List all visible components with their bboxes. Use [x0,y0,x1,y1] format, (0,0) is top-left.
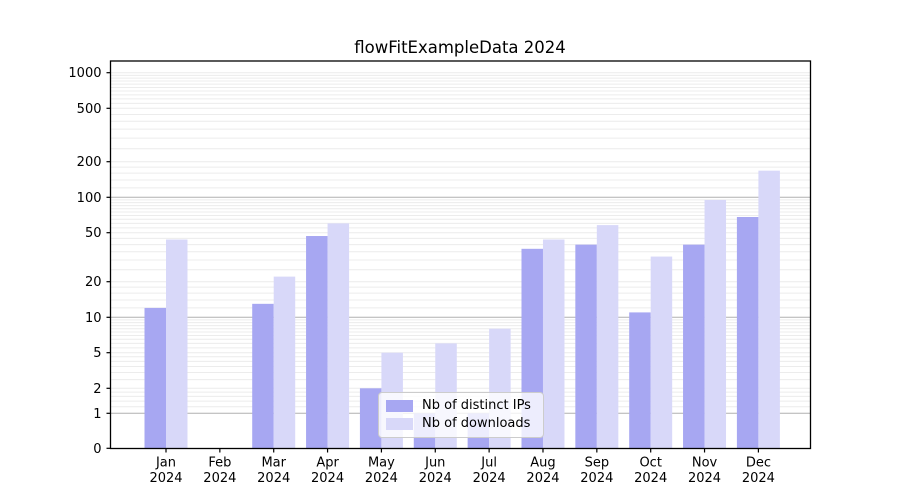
y-tick-labels: 0 1 2 5 10 20 50 100 200 500 1000 [68,66,101,457]
y-tick-label: 20 [85,275,102,290]
x-tick-label-jan: Jan 2024 [149,456,182,487]
x-tick-label-nov: Nov 2024 [688,456,721,487]
x-tick-label-dec: Dec 2024 [742,456,775,487]
bar-distinct-ips-may [359,388,382,449]
chart-title: flowFitExampleData 2024 [354,38,566,57]
x-tick-label-mar: Mar 2024 [257,456,290,487]
bar-downloads-apr [327,223,350,449]
x-tick-label-may: May 2024 [365,456,398,487]
legend-label-distinct-ips: Nb of distinct IPs [422,398,531,413]
tick-marks [106,72,760,453]
bar-distinct-ips-sep [575,244,597,449]
x-tick-label-sep: Sep 2024 [580,456,613,487]
x-tick-label-apr: Apr 2024 [311,456,344,487]
bar-distinct-ips-oct [629,312,651,449]
legend-swatch-distinct-ips [386,400,413,412]
axis-frame [109,60,812,450]
x-tick-label-jul: Jul 2024 [473,456,506,487]
bar-downloads-mar [273,276,296,449]
legend-item-distinct-ips: Nb of distinct IPs [386,397,535,415]
x-tick-label-feb: Feb 2024 [203,456,236,487]
bar-distinct-ips-dec [736,216,759,449]
y-tick-label: 1000 [68,66,101,81]
x-tick-label-oct: Oct 2024 [634,456,667,487]
y-tick-label: 500 [77,102,102,117]
y-tick-label: 10 [85,311,102,326]
x-tick-label-jun: Jun 2024 [419,456,452,487]
x-tick-labels: Jan 2024 Feb 2024 Mar 2024 Apr 2024 May 2024 Jun 20… [149,456,774,487]
legend: Nb of distinct IPs Nb of downloads [378,392,544,438]
y-tick-label: 0 [93,442,101,457]
bar-distinct-ips-nov [683,244,705,449]
bar-downloads-nov [704,199,727,449]
y-tick-label: 2 [93,382,101,397]
plot-frame [109,60,812,450]
y-tick-label: 1 [93,407,101,422]
bar-downloads-sep [596,225,619,449]
bar-downloads-aug [542,239,565,449]
bar-downloads-oct [650,256,673,449]
bar-downloads-dec [758,170,780,449]
y-tick-label: 50 [85,226,102,241]
y-tick-label: 100 [77,191,102,206]
bar-downloads-jan [166,239,188,449]
y-tick-label: 200 [77,155,102,170]
bar-distinct-ips-mar [252,303,274,449]
legend-label-downloads: Nb of downloads [422,416,531,431]
bar-distinct-ips-apr [306,236,328,449]
x-tick-label-aug: Aug 2024 [526,456,559,487]
y-tick-label: 5 [93,346,101,361]
legend-item-downloads: Nb of downloads [386,415,535,433]
bar-distinct-ips-jan [144,307,166,449]
legend-swatch-downloads [386,418,413,430]
